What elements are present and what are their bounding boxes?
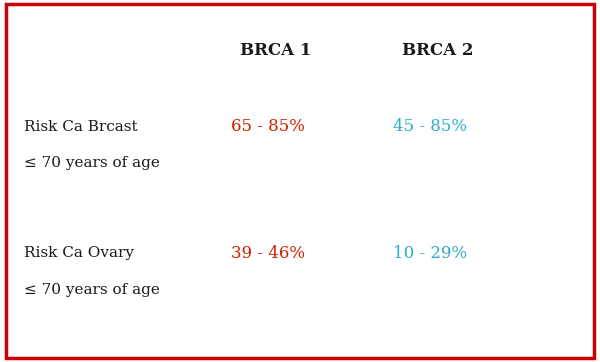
Text: BRCA 1: BRCA 1 — [240, 42, 311, 59]
Text: 10 - 29%: 10 - 29% — [393, 245, 467, 262]
Text: 65 - 85%: 65 - 85% — [231, 118, 305, 135]
Text: 45 - 85%: 45 - 85% — [393, 118, 467, 135]
Text: Risk Ca Ovary: Risk Ca Ovary — [24, 247, 134, 260]
Text: ≤ 70 years of age: ≤ 70 years of age — [24, 283, 160, 296]
Text: 39 - 46%: 39 - 46% — [231, 245, 305, 262]
Text: Risk Ca Brcast: Risk Ca Brcast — [24, 120, 137, 134]
FancyBboxPatch shape — [6, 4, 594, 358]
Text: BRCA 2: BRCA 2 — [402, 42, 473, 59]
Text: ≤ 70 years of age: ≤ 70 years of age — [24, 156, 160, 170]
